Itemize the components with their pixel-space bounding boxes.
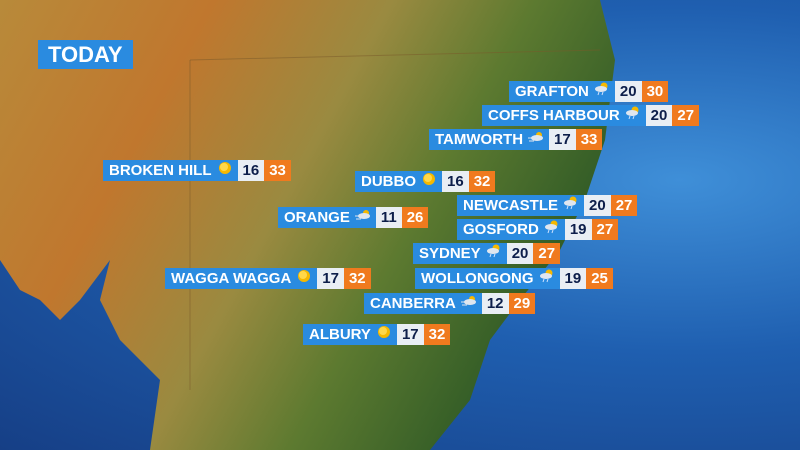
sun-icon — [421, 171, 437, 192]
city-name: COFFS HARBOUR — [488, 107, 620, 124]
city-name-box: ORANGE — [278, 207, 376, 228]
min-temp: 12 — [481, 293, 509, 314]
city-label: TAMWORTH 17 33 — [429, 129, 603, 150]
city-name: GRAFTON — [515, 83, 589, 100]
city-name-box: TAMWORTH — [429, 129, 550, 150]
sun-icon — [217, 160, 233, 181]
city-name-box: WAGGA WAGGA — [165, 268, 318, 289]
city-name-box: BROKEN HILL — [103, 160, 238, 181]
city-label: COFFS HARBOUR 20 27 — [482, 105, 700, 126]
city-label: NEWCASTLE 20 27 — [457, 195, 638, 216]
max-temp: 33 — [575, 129, 603, 150]
city-name: CANBERRA — [370, 295, 456, 312]
showers-icon — [544, 219, 560, 240]
city-label: WAGGA WAGGA 17 32 — [165, 268, 371, 289]
city-label: DUBBO 16 32 — [355, 171, 496, 192]
city-name: GOSFORD — [463, 221, 539, 238]
min-temp: 17 — [396, 324, 424, 345]
city-label: CANBERRA 12 29 — [364, 293, 536, 314]
showers-icon — [594, 81, 610, 102]
max-temp: 25 — [586, 268, 613, 289]
max-temp: 33 — [264, 160, 291, 181]
city-name-box: GRAFTON — [509, 81, 615, 102]
city-name-box: ALBURY — [303, 324, 397, 345]
city-label: WOLLONGONG 19 25 — [415, 268, 613, 289]
sun-icon — [376, 324, 392, 345]
city-name-box: DUBBO — [355, 171, 442, 192]
max-temp: 30 — [641, 81, 669, 102]
min-temp: 17 — [317, 268, 344, 289]
city-name: NEWCASTLE — [463, 197, 558, 214]
sun-icon — [296, 268, 312, 289]
showers-icon — [563, 195, 579, 216]
city-name: WAGGA WAGGA — [171, 270, 292, 287]
max-temp: 32 — [468, 171, 496, 192]
city-name-box: COFFS HARBOUR — [482, 105, 646, 126]
city-name-box: CANBERRA — [364, 293, 482, 314]
city-label: GRAFTON 20 30 — [509, 81, 669, 102]
city-name-box: SYDNEY — [413, 243, 507, 264]
city-name: ORANGE — [284, 209, 350, 226]
city-name: DUBBO — [361, 173, 416, 190]
min-temp: 19 — [559, 268, 587, 289]
city-label: BROKEN HILL 16 33 — [103, 160, 291, 181]
max-temp: 32 — [423, 324, 451, 345]
showers-icon — [625, 105, 641, 126]
min-temp: 11 — [375, 207, 402, 228]
max-temp: 27 — [610, 195, 638, 216]
city-label: ALBURY 17 32 — [303, 324, 451, 345]
city-name: ALBURY — [309, 326, 371, 343]
min-temp: 20 — [506, 243, 534, 264]
min-temp: 20 — [614, 81, 642, 102]
min-temp: 19 — [564, 219, 592, 240]
max-temp: 27 — [591, 219, 619, 240]
min-temp: 20 — [645, 105, 673, 126]
showers-icon — [486, 243, 502, 264]
min-temp: 17 — [549, 129, 576, 150]
city-name-box: NEWCASTLE — [457, 195, 584, 216]
city-name: WOLLONGONG — [421, 270, 534, 287]
max-temp: 26 — [401, 207, 429, 228]
max-temp: 32 — [343, 268, 371, 289]
max-temp: 27 — [533, 243, 561, 264]
windy-cloud-icon — [460, 293, 477, 314]
min-temp: 20 — [584, 195, 611, 216]
city-name: BROKEN HILL — [109, 162, 212, 179]
city-label: ORANGE 11 26 — [278, 207, 429, 228]
windy-cloud-icon — [354, 207, 371, 228]
min-temp: 16 — [442, 171, 469, 192]
max-temp: 29 — [508, 293, 536, 314]
windy-cloud-icon — [528, 129, 544, 150]
city-name: TAMWORTH — [435, 131, 524, 148]
city-name-box: WOLLONGONG — [415, 268, 560, 289]
city-label: SYDNEY 20 27 — [413, 243, 561, 264]
city-name-box: GOSFORD — [457, 219, 565, 240]
showers-icon — [539, 268, 555, 289]
today-title: TODAY — [38, 40, 133, 69]
min-temp: 16 — [237, 160, 265, 181]
max-temp: 27 — [672, 105, 700, 126]
city-name: SYDNEY — [419, 245, 481, 262]
city-label: GOSFORD 19 27 — [457, 219, 619, 240]
